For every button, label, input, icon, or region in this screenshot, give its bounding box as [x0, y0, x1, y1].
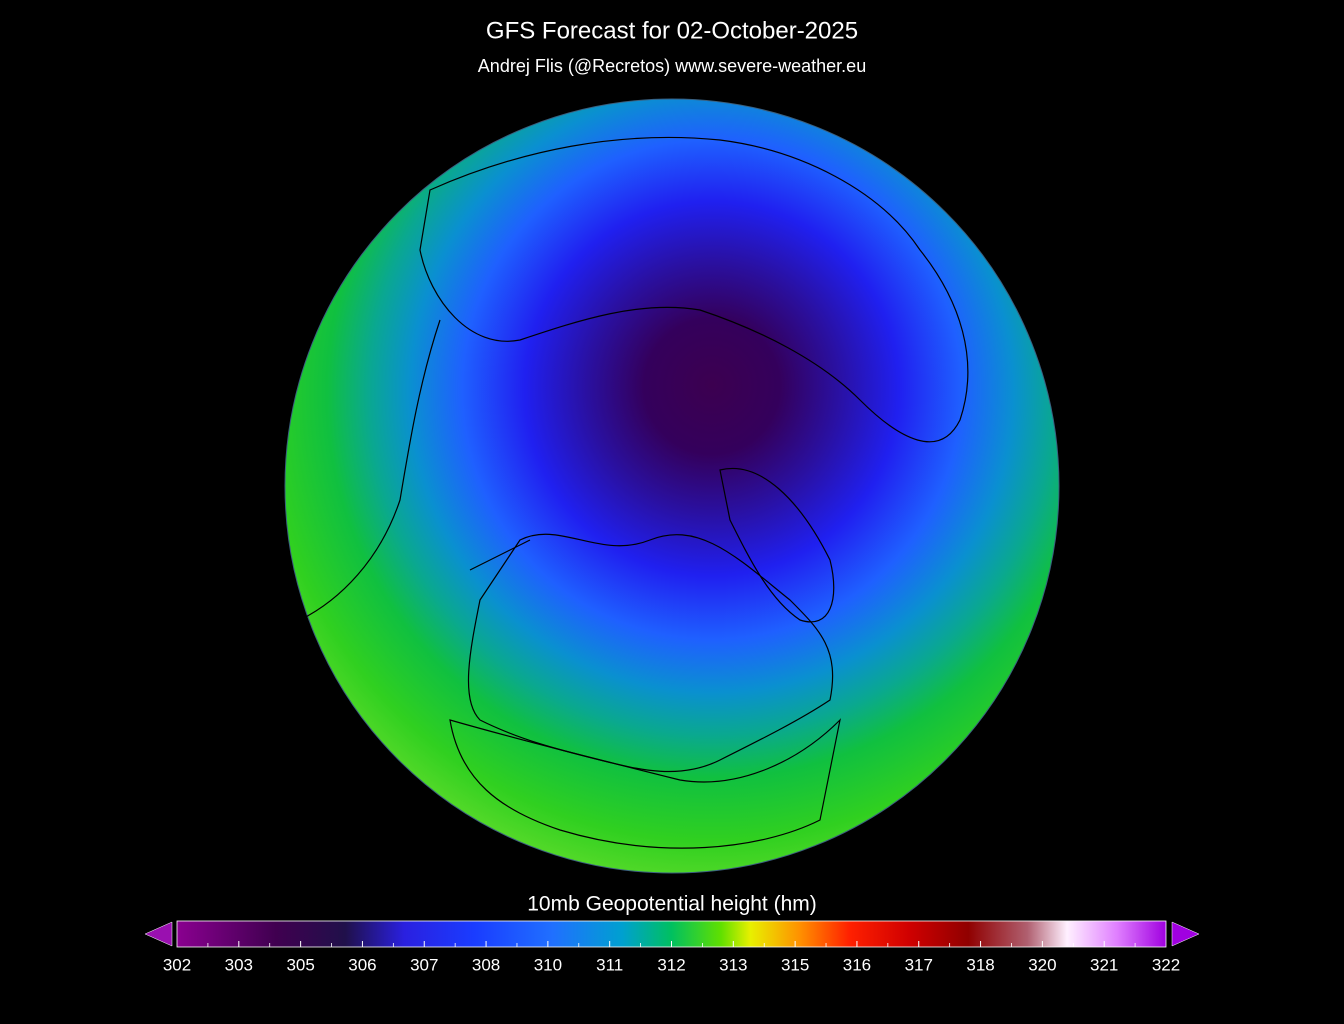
eurasia	[419, 136, 969, 443]
colorbar-tick-label: 320	[1028, 955, 1056, 974]
colorbar-label: 10mb Geopotential height (hm)	[527, 893, 817, 916]
colorbar-tick-label: 308	[472, 955, 500, 974]
globe-disc	[284, 98, 1060, 874]
colorbar-tick-label: 318	[966, 955, 994, 974]
colorbar-tick-label: 316	[843, 955, 871, 974]
colorbar-tick-label: 315	[781, 955, 809, 974]
border	[469, 539, 531, 571]
title: GFS Forecast for 02-October-2025	[486, 17, 858, 44]
colorbar-tick-label: 303	[225, 955, 253, 974]
colorbar-tick-label: 313	[719, 955, 747, 974]
colorbar-tick-label: 311	[596, 955, 623, 974]
pacific-coast	[299, 319, 441, 621]
colorbar-tick-label: 302	[163, 955, 191, 974]
colorbar-min-arrow	[144, 921, 173, 947]
colorbar-max-arrow	[1171, 921, 1200, 947]
greenland	[719, 467, 835, 623]
colorbar-tick-label: 312	[657, 955, 685, 974]
colorbar-tick-label: 305	[286, 955, 314, 974]
colorbar-tick-label: 310	[534, 955, 562, 974]
united-states	[449, 718, 841, 849]
colorbar-tick-label: 321	[1090, 955, 1118, 974]
colorbar-tick-label: 322	[1152, 955, 1180, 974]
globe	[284, 98, 1060, 874]
subtitle: Andrej Flis (@Recretos) www.severe-weath…	[478, 56, 866, 76]
coastlines	[299, 136, 969, 849]
colorbar-tick-label: 307	[410, 955, 438, 974]
north-america-arctic	[467, 533, 834, 773]
colorbar-tick-label: 317	[905, 955, 933, 974]
colorbar: 302 303 305 306 307 308 310 311 312 313 315 316 317 3…	[144, 920, 1200, 974]
colorbar-tick-label: 306	[348, 955, 376, 974]
